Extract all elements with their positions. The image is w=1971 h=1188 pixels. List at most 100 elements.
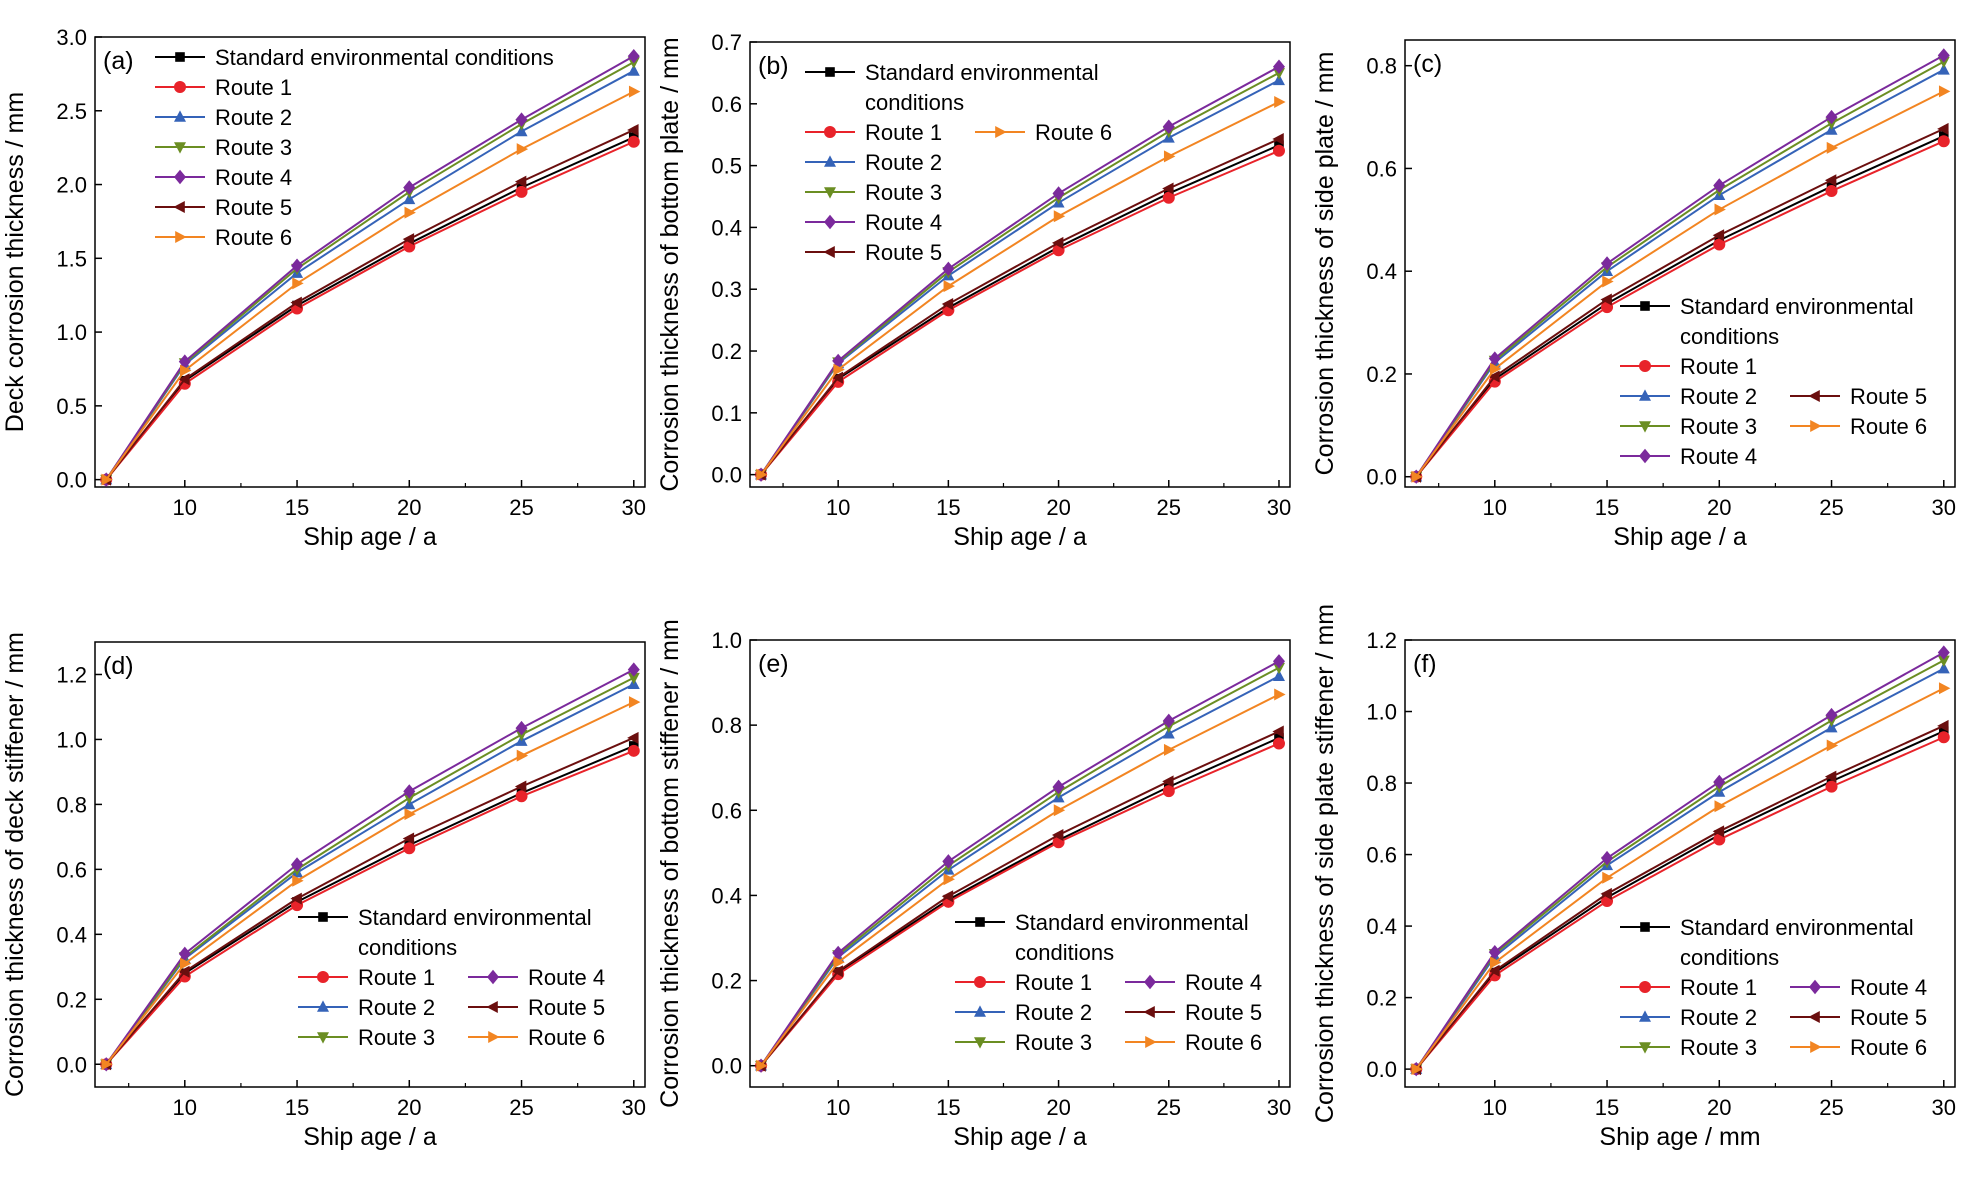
data-point (628, 696, 641, 709)
panel-label: (b) (758, 52, 789, 80)
legend-marker (1808, 1011, 1820, 1023)
legend-label: Route 1 (1015, 970, 1092, 995)
data-point (1488, 964, 1500, 977)
series-line (760, 65, 1280, 476)
series-line (105, 61, 635, 481)
x-axis-label: Ship age / a (303, 1123, 437, 1151)
data-point (1272, 59, 1285, 74)
y-tick-label: 1.0 (711, 628, 742, 653)
data-point (1052, 779, 1065, 795)
y-tick-label: 2.5 (56, 99, 87, 124)
x-tick-label: 15 (936, 1095, 960, 1120)
y-tick-label: 1.0 (1366, 700, 1397, 725)
legend-label: Route 3 (215, 135, 292, 160)
data-point (1601, 850, 1614, 866)
data-point (941, 298, 954, 311)
data-point (178, 946, 191, 962)
data-point (1714, 800, 1726, 813)
legend-marker (823, 246, 835, 258)
data-point (1602, 871, 1614, 884)
legend-marker (173, 201, 185, 213)
x-tick-label: 25 (509, 495, 533, 520)
data-point (942, 854, 955, 869)
legend-label: conditions (1015, 940, 1114, 965)
legend-label: Standard environmental (1015, 910, 1249, 935)
data-point (1411, 1063, 1423, 1076)
legend: Standard environmental conditions Route 1 R… (955, 910, 1262, 1055)
data-point (1825, 109, 1838, 125)
data-point (627, 672, 640, 685)
data-point (1938, 682, 1951, 695)
y-axis-label: Corrosion thickness of bottom stiffener … (656, 619, 684, 1108)
y-tick-label: 0.0 (1366, 465, 1397, 490)
legend-marker (975, 917, 985, 927)
x-tick-label: 20 (1707, 495, 1731, 520)
data-point (1162, 182, 1174, 195)
legend-marker (1144, 974, 1156, 990)
data-point (516, 143, 529, 156)
x-tick-label: 20 (397, 495, 421, 520)
series-line (1415, 687, 1945, 1070)
panel-label: (e) (758, 650, 789, 678)
data-point (1825, 185, 1838, 198)
data-point (1826, 141, 1839, 154)
legend-label: Route 4 (1850, 975, 1927, 1000)
legend-marker (825, 67, 835, 77)
data-point (832, 945, 845, 961)
legend-label: Standard environmental (865, 60, 1099, 85)
y-tick-label: 1.2 (56, 662, 87, 687)
legend-label: Route 3 (865, 180, 942, 205)
legend-marker (318, 912, 328, 922)
y-tick-label: 0.6 (1366, 843, 1397, 868)
plot-frame (1404, 39, 1956, 488)
chart-panel: 10 15 20 25 30 0.0 0.5 1.0 1.5 2.0 2.5 3.0 Ship age … (1, 25, 646, 551)
chart-panel: 10 15 20 25 30 0.0 0.2 0.4 0.6 0.8 1.0 Ship age / a… (656, 619, 1291, 1151)
data-point (403, 842, 416, 855)
data-point (943, 873, 955, 886)
y-tick-label: 3.0 (56, 25, 87, 50)
series-line (760, 144, 1280, 476)
data-point (833, 363, 845, 376)
x-tick-label: 25 (1819, 495, 1843, 520)
legend-label: conditions (865, 90, 964, 115)
data-point (514, 780, 527, 793)
data-point (1272, 737, 1285, 750)
data-point (1600, 887, 1612, 900)
legend-marker (1640, 301, 1650, 311)
legend-marker (974, 1037, 986, 1049)
y-tick-label: 0.6 (711, 92, 742, 117)
x-axis-label: Ship age / mm (1599, 1123, 1760, 1151)
legend-marker (1639, 448, 1651, 464)
data-point (627, 731, 639, 744)
legend-label: Route 5 (1850, 384, 1927, 409)
legend-marker (974, 1005, 986, 1017)
x-tick-label: 20 (1046, 495, 1070, 520)
data-point (1937, 731, 1950, 744)
x-axis-label: Ship age / a (953, 523, 1087, 551)
series-line (105, 129, 635, 481)
data-point (942, 261, 955, 277)
legend-marker (824, 187, 836, 199)
data-point (756, 468, 768, 481)
legend: Standard environmental conditions Route 1 R… (1620, 915, 1927, 1060)
data-point (178, 373, 190, 386)
data-point (1411, 470, 1423, 483)
legend-marker (1640, 922, 1650, 932)
series-line (1415, 90, 1945, 478)
data-point (291, 258, 304, 273)
data-point (290, 892, 302, 905)
data-point (1272, 144, 1285, 157)
data-point (1714, 203, 1726, 216)
series-line (1415, 651, 1945, 1070)
data-point (179, 957, 192, 970)
data-point (404, 206, 416, 219)
legend-marker (1639, 421, 1651, 433)
data-point (1937, 662, 1950, 674)
y-tick-label: 0.7 (711, 30, 742, 55)
legend: Standard environmental conditions Route 1 R… (805, 60, 1112, 265)
data-point (1162, 785, 1175, 798)
plot-frame (94, 36, 646, 488)
data-point (290, 296, 302, 309)
data-point (1937, 122, 1949, 135)
data-point (1488, 351, 1501, 366)
